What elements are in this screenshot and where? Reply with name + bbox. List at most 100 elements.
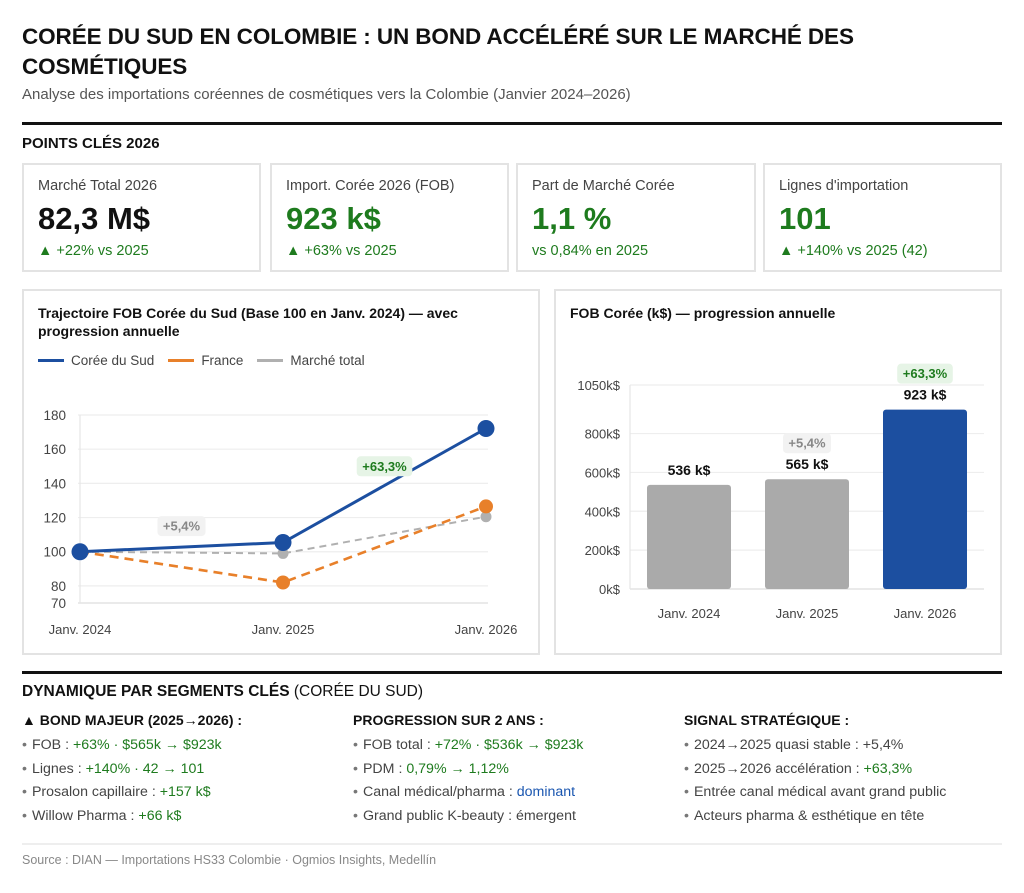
item-label: 2024→2025 quasi stable :: [693, 737, 863, 753]
item-label: Entrée canal médical avant grand public: [693, 784, 947, 800]
x-tick-label: Janv. 2024: [658, 606, 721, 621]
list-item: • Grand public K-beauty : émergent: [353, 805, 673, 829]
y-tick-label: 140: [43, 476, 66, 491]
list-item: • 2025→2026 accélération : +63,3%: [684, 758, 1004, 782]
bullet-icon: •: [353, 737, 358, 753]
data-point: [71, 543, 89, 561]
y-tick-label: 80: [51, 579, 66, 594]
legend-label: France: [201, 353, 244, 368]
y-tick-label: 200k$: [585, 543, 621, 558]
list-item: • Prosalon capillaire : +157 k$: [22, 781, 342, 805]
bar-growth-label-bg: [783, 433, 831, 454]
bar: [883, 409, 967, 589]
item-label: Canal médical/pharma :: [362, 784, 517, 800]
kpi-delta: vs 0,84% en 2025: [532, 243, 649, 259]
data-point: [480, 511, 492, 523]
y-tick-label: 0k$: [599, 582, 621, 597]
segments-title-bold: DYNAMIQUE PAR SEGMENTS CLÉS: [22, 683, 290, 700]
bar-chart-panel: FOB Corée (k$) — progression annuelle 0k…: [554, 289, 1002, 655]
kpi-delta: ▲ +63% vs 2025: [286, 243, 397, 259]
y-tick-label: 100: [43, 545, 66, 560]
item-value: +157 k$: [159, 784, 211, 800]
bar-chart-title: FOB Corée (k$) — progression annuelle: [570, 305, 836, 321]
kpi-section-title: POINTS CLÉS 2026: [22, 135, 160, 152]
data-point: [276, 575, 290, 590]
bar: [765, 479, 849, 589]
kpi-card-korea-imports: Import. Corée 2026 (FOB) 923 k$ ▲ +63% v…: [270, 163, 509, 272]
item-label: Willow Pharma :: [31, 807, 139, 824]
bar-growth-label: +63,3%: [903, 366, 948, 381]
kpi-card-market-share: Part de Marché Corée 1,1 % vs 0,84% en 2…: [516, 163, 756, 272]
y-tick-label: 180: [43, 408, 66, 423]
legend-item-market-total[interactable]: Marché total: [257, 353, 365, 368]
x-tick-label: Janv. 2026: [894, 606, 957, 621]
kpi-label: Part de Marché Corée: [532, 178, 675, 194]
item-label: Lignes :: [31, 760, 86, 777]
kpi-label: Import. Corée 2026 (FOB): [286, 178, 455, 194]
segment-column-strategic-signal: SIGNAL STRATÉGIQUE : • 2024→2025 quasi st…: [684, 712, 1004, 828]
bar: [647, 484, 731, 589]
segment-heading: SIGNAL STRATÉGIQUE :: [684, 712, 850, 728]
list-item: • Acteurs pharma & esthétique en tête: [684, 805, 1004, 829]
item-value: +5,4%: [862, 737, 904, 753]
kpi-delta: ▲ +22% vs 2025: [38, 243, 149, 259]
page-title: CORÉE DU SUD EN COLOMBIE : UN BOND ACCÉL…: [22, 24, 854, 79]
data-point: [274, 533, 292, 551]
legend-item-france[interactable]: France: [168, 353, 243, 368]
legend-item-korea[interactable]: Corée du Sud: [38, 353, 154, 368]
line-chart-legend: Corée du Sud France Marché total: [38, 353, 365, 368]
line-chart-panel: Trajectoire FOB Corée du Sud (Base 100 e…: [22, 289, 540, 655]
item-value: dominant: [516, 784, 576, 800]
growth-annotation-bg: [157, 516, 206, 537]
y-tick-label: 400k$: [585, 504, 621, 519]
y-tick-label: 1050k$: [577, 378, 620, 393]
legend-label: Marché total: [290, 353, 365, 368]
list-item: • 2024→2025 quasi stable : +5,4%: [684, 734, 1004, 758]
legend-label: Corée du Sud: [71, 353, 155, 368]
segment-heading: ▲ BOND MAJEUR (2025→2026) :: [22, 712, 243, 728]
bullet-icon: •: [22, 784, 27, 800]
segment-column-major-jump: ▲ BOND MAJEUR (2025→2026) : • FOB : +63% …: [22, 712, 342, 828]
item-value: +140% · 42 → 101: [85, 760, 205, 777]
bar-growth-label-bg: [897, 363, 953, 384]
source-note: Source : DIAN — Importations HS33 Colomb…: [22, 853, 437, 867]
segment-column-two-year-progress: PROGRESSION SUR 2 ANS : • FOB total : +72…: [353, 712, 673, 828]
kpi-label: Marché Total 2026: [38, 178, 158, 194]
list-item: • PDM : 0,79% → 1,12%: [353, 758, 673, 782]
bullet-icon: •: [684, 760, 689, 777]
kpi-value: 101: [779, 201, 831, 236]
series-line-corée-du-sud: [79, 427, 487, 554]
legend-swatch-france: [168, 359, 195, 362]
growth-annotation: +5,4%: [163, 519, 201, 534]
bar-value-label: 565 k$: [786, 456, 829, 472]
data-point: [477, 420, 495, 438]
bar-value-label: 536 k$: [668, 462, 711, 478]
y-tick-label: 600k$: [585, 465, 621, 480]
list-item: • Willow Pharma : +66 k$: [22, 805, 342, 829]
bullet-icon: •: [22, 807, 27, 824]
item-label: Grand public K-beauty :: [362, 807, 516, 824]
bullet-icon: •: [353, 760, 358, 777]
kpi-label: Lignes d'importation: [779, 178, 909, 194]
kpi-delta: ▲ +140% vs 2025 (42): [779, 243, 928, 259]
kpi-card-import-lines: Lignes d'importation 101 ▲ +140% vs 2025…: [763, 163, 1002, 272]
kpi-card-market-total: Marché Total 2026 82,3 M$ ▲ +22% vs 2025: [22, 163, 261, 272]
bar-growth-label: +5,4%: [788, 436, 826, 451]
item-value: émergent: [515, 807, 576, 824]
bullet-icon: •: [353, 807, 358, 824]
footer-divider: [22, 843, 1002, 845]
bullet-icon: •: [353, 784, 358, 800]
bullet-icon: •: [684, 737, 689, 753]
item-value: +63% · $565k → $923k: [72, 737, 222, 753]
y-tick-label: 120: [43, 511, 66, 526]
list-item: • Entrée canal médical avant grand public: [684, 781, 1004, 805]
x-tick-label: Janv. 2025: [252, 622, 315, 637]
growth-annotation: +63,3%: [362, 459, 407, 474]
bar-chart: 0k$ 200k$ 400k$ 600k$ 800k$ 1050k$ 536 k$ Janv.…: [577, 363, 984, 621]
kpi-value: 82,3 M$: [38, 201, 151, 236]
segments-divider: [22, 671, 1002, 674]
growth-annotation-bg: [356, 456, 413, 477]
list-item: • FOB : +63% · $565k → $923k: [22, 734, 342, 758]
y-tick-label: 160: [43, 442, 66, 457]
header-divider: [22, 122, 1002, 125]
